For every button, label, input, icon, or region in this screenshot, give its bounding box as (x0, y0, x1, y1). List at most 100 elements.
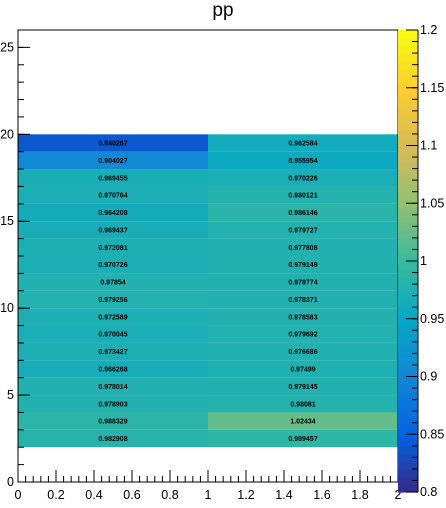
color-scale-segment (398, 184, 418, 193)
z-tick-label: 1.1 (420, 139, 437, 153)
heatmap-cell (18, 395, 208, 413)
heatmap-cell (18, 221, 208, 239)
heatmap-cell (18, 342, 208, 361)
x-tick-label: 2 (395, 488, 402, 502)
color-scale-segment (398, 191, 418, 200)
cell-value-label: 0.979727 (288, 227, 317, 234)
cell-value-label: 0.969455 (98, 175, 127, 182)
cell-value-label: 0.988329 (98, 419, 127, 426)
color-scale-segment (398, 468, 418, 478)
color-scale-segment (398, 399, 418, 408)
color-scale-segment (398, 230, 418, 239)
z-tick-label: 0.9 (420, 370, 437, 384)
x-tick-label: 1.6 (313, 488, 330, 502)
heatmap-cell (208, 134, 398, 152)
color-scale-segment (398, 130, 418, 139)
x-tick-label: 0.6 (123, 488, 140, 502)
heatmap-cell (18, 134, 208, 152)
color-scale-segment (398, 37, 418, 46)
cell-value-label: 0.978371 (288, 297, 317, 304)
cell-value-label: 0.840267 (98, 141, 127, 148)
heatmap-cell (208, 325, 398, 343)
color-scale-segment (398, 322, 418, 331)
color-scale-segment (398, 68, 418, 77)
heatmap-cell (208, 273, 398, 291)
x-tick-label: 1 (205, 488, 212, 502)
color-scale-segment (398, 384, 418, 393)
heatmap-cell (208, 308, 398, 326)
z-tick-label: 1.15 (420, 81, 444, 95)
cell-value-label: 0.982908 (98, 436, 127, 443)
cell-value-label: 1.02434 (290, 419, 315, 426)
heatmap-cell (18, 238, 208, 256)
heatmap-cell (18, 360, 208, 378)
heatmap-cell (208, 238, 398, 256)
cell-value-label: 0.979149 (288, 262, 317, 269)
color-scale-segment (398, 114, 418, 123)
heatmap-cell (208, 342, 398, 361)
x-tick-label: 1.4 (275, 488, 292, 502)
color-scale-segment (398, 76, 418, 85)
color-scale-segment (398, 91, 418, 100)
color-scale-segment (398, 307, 418, 316)
z-tick-label: 1.05 (420, 196, 444, 210)
color-scale-segment (398, 214, 418, 224)
color-scale-segment (398, 368, 418, 378)
color-scale-segment (398, 53, 418, 62)
cell-value-label: 0.978903 (98, 401, 127, 408)
color-scale-segment (398, 338, 418, 347)
x-tick-label: 0 (15, 488, 22, 502)
y-tick-label: 0 (7, 475, 14, 489)
x-tick-label: 0.2 (47, 488, 64, 502)
color-scale-segment (398, 160, 418, 170)
color-scale-segment (398, 245, 418, 254)
color-scale-segment (398, 407, 418, 416)
heatmap-cell (208, 290, 398, 309)
color-scale-segment (398, 299, 418, 308)
heatmap-cell (18, 290, 208, 309)
color-scale-segment (398, 438, 418, 447)
cell-value-label: 0.977808 (288, 245, 317, 252)
color-scale-segment (398, 237, 418, 247)
color-scale-segment (398, 145, 418, 154)
z-tick-label: 0.95 (420, 312, 444, 326)
color-scale-segment (398, 137, 418, 147)
heatmap-cell (208, 151, 398, 170)
color-scale-segment (398, 30, 418, 39)
color-scale-segment (398, 284, 418, 293)
cell-value-label: 0.978014 (98, 384, 127, 391)
color-scale-segment (398, 461, 418, 470)
heatmap-cell (18, 377, 208, 396)
cell-value-label: 0.970045 (98, 332, 127, 339)
color-scale-segment (398, 445, 418, 455)
color-scale-segment (398, 330, 418, 339)
heatmap-cell (208, 377, 398, 396)
cell-value-label: 0.989457 (288, 436, 317, 443)
cell-value-label: 0.904027 (98, 158, 127, 165)
cell-value-label: 0.969437 (98, 227, 127, 234)
heatmap-cell (208, 256, 398, 274)
z-tick-label: 0.8 (420, 485, 437, 499)
color-scale-segment (398, 291, 418, 301)
heatmap-cell (18, 186, 208, 204)
cell-value-label: 0.97499 (290, 367, 315, 374)
heatmap-cell (208, 203, 398, 222)
x-tick-label: 0.8 (161, 488, 178, 502)
cell-value-label: 0.980121 (288, 193, 317, 200)
heatmap-cell (208, 221, 398, 239)
cell-value-label: 0.976686 (288, 349, 317, 356)
heatmap-cell (208, 360, 398, 378)
color-scale-segment (398, 107, 418, 116)
cell-value-label: 0.970726 (98, 262, 127, 269)
cell-value-label: 0.98081 (290, 401, 315, 408)
heatmap-cell (18, 151, 208, 170)
color-scale-segment (398, 45, 418, 54)
heatmap-cell (18, 412, 208, 430)
color-scale-segment (398, 168, 418, 177)
color-scale-segment (398, 153, 418, 162)
color-scale-segment (398, 345, 418, 354)
color-scale-segment (398, 422, 418, 431)
cell-value-label: 0.978583 (288, 314, 317, 321)
color-scale-segment (398, 261, 418, 270)
